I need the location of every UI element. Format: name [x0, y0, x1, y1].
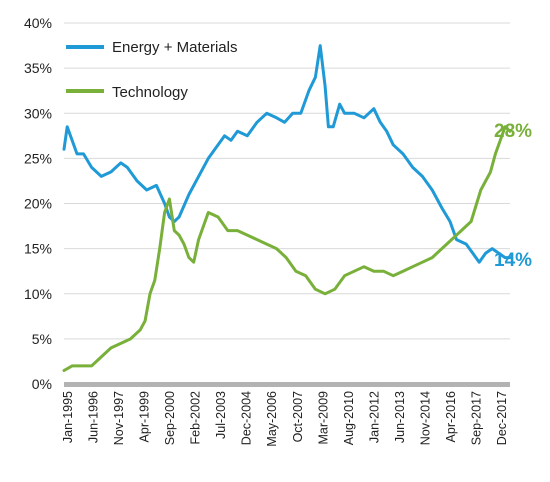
y-tick-label: 40%: [24, 15, 52, 31]
x-tick-label: Mar-2009: [316, 391, 330, 445]
x-tick-label: Sep-2017: [469, 391, 483, 445]
x-tick-label: Dec-2017: [495, 391, 509, 445]
legend: Energy + Materials Technology: [66, 39, 237, 101]
legend-label-energy-materials: Energy + Materials: [112, 39, 237, 56]
y-tick-label: 25%: [24, 150, 52, 166]
x-tick-label: Jul-2003: [214, 391, 228, 439]
x-tick-label: Jan-1995: [61, 391, 75, 443]
x-tick-label: Sep-2000: [163, 391, 177, 445]
legend-label-technology: Technology: [112, 84, 188, 101]
series-line-energy-materials: [62, 44, 512, 264]
x-tick-label: Feb-2002: [189, 391, 203, 445]
x-tick-label: Oct-2007: [291, 391, 305, 442]
y-tick-label: 15%: [24, 241, 52, 257]
x-tick-label: May-2006: [265, 391, 279, 447]
y-tick-label: 10%: [24, 286, 52, 302]
x-tick-label: Jun-1996: [87, 391, 101, 443]
x-tick-label: Nov-1997: [112, 391, 126, 445]
y-axis-ticks: 0% 5% 10% 15% 20% 25% 30% 35% 40%: [24, 15, 52, 392]
x-tick-label: Jan-2012: [367, 391, 381, 443]
x-axis-ticks: Jan-1995 Jun-1996 Nov-1997 Apr-1999 Sep-2000…: [61, 391, 509, 447]
series-lines: [62, 44, 512, 372]
x-tick-label: Apr-1999: [138, 391, 152, 442]
y-tick-label: 20%: [24, 196, 52, 212]
technology-end-label: 28%: [494, 121, 532, 142]
x-tick-label: Nov-2014: [418, 391, 432, 445]
y-tick-label: 5%: [32, 331, 52, 347]
series-line-technology: [62, 125, 512, 372]
x-tick-label: Jun-2013: [393, 391, 407, 443]
y-tick-label: 30%: [24, 105, 52, 121]
energy-materials-end-label: 14%: [494, 250, 532, 271]
x-tick-label: Apr-2016: [444, 391, 458, 442]
gridlines: [64, 22, 510, 340]
y-tick-label: 0%: [32, 376, 52, 392]
y-tick-label: 35%: [24, 60, 52, 76]
x-tick-label: Aug-2010: [342, 391, 356, 445]
x-tick-label: Dec-2004: [240, 391, 254, 445]
x-axis-line: [64, 382, 510, 387]
